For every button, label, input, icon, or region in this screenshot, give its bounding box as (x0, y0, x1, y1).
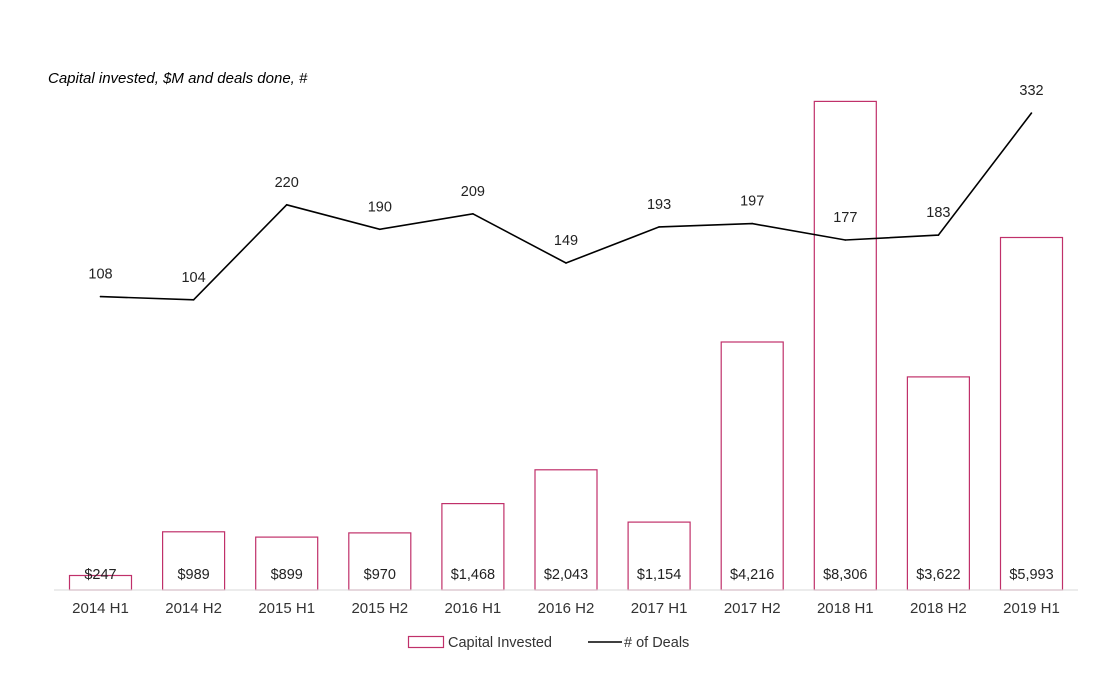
bar-label: $989 (177, 567, 209, 583)
bar-label: $1,468 (451, 567, 495, 583)
bar-label: $5,993 (1009, 567, 1053, 583)
x-tick-label: 2015 H2 (351, 600, 408, 617)
deals-point-2015-h1 (285, 204, 288, 206)
x-tick-label: 2017 H1 (631, 600, 688, 617)
deals-label: 190 (368, 199, 392, 215)
deals-point-2016-h1 (472, 213, 474, 215)
deals-label: 104 (181, 270, 205, 286)
bar-label: $4,216 (730, 567, 774, 583)
bar-2018-h2 (906, 376, 971, 591)
point-labels-layer: 108 104 220 190 209 149 193 197 177 183 332 (88, 83, 1043, 286)
deals-label: 108 (88, 267, 112, 283)
x-tick-label: 2018 H2 (910, 600, 967, 617)
deals-point-2018-h1 (844, 239, 847, 241)
deals-label: 193 (647, 197, 671, 213)
bar-label: $970 (364, 567, 396, 583)
chart-title: Capital invested, $M and deals done, # (48, 70, 308, 87)
bar-2015-h2 (348, 532, 412, 591)
deals-label: 332 (1019, 83, 1043, 99)
bar-2015-h1 (255, 536, 319, 591)
legend: Capital Invested # of Deals (407, 635, 689, 651)
deals-label: 197 (740, 194, 764, 210)
deals-label: 209 (461, 184, 485, 200)
legend-label-deals: # of Deals (624, 635, 689, 651)
deals-point-2017-h1 (658, 226, 660, 228)
bar-2019-h1 (999, 236, 1064, 591)
line-layer (99, 112, 1033, 301)
deals-point-2014-h1 (99, 295, 102, 298)
deals-line (100, 112, 1033, 301)
bar-label: $8,306 (823, 567, 867, 583)
bar-2017-h2 (720, 341, 784, 591)
bar-labels-layer: $247 $989 $899 $970 $1,468 $2,043 $1,154 $4,216… (84, 567, 1053, 583)
x-tick-labels: 2014 H1 2014 H2 2015 H1 2015 H2 2016 H1 2016 … (72, 600, 1060, 617)
bar-label: $247 (84, 567, 116, 583)
deals-label: 177 (833, 210, 857, 226)
legend-label-capital-invested: Capital Invested (448, 635, 552, 651)
x-tick-label: 2015 H1 (258, 600, 315, 617)
deals-point-2017-h2 (751, 222, 753, 225)
bar-label: $2,043 (544, 567, 588, 583)
bar-label: $1,154 (637, 567, 681, 583)
x-tick-label: 2019 H1 (1003, 600, 1060, 617)
x-tick-label: 2016 H1 (445, 600, 502, 617)
x-tick-label: 2018 H1 (817, 600, 874, 617)
x-tick-label: 2016 H2 (538, 600, 595, 617)
deals-point-2014-h2 (192, 299, 195, 301)
bar-2018-h1 (813, 100, 877, 591)
x-tick-label: 2014 H2 (165, 600, 222, 617)
deals-label: 149 (554, 233, 578, 249)
bar-label: $3,622 (916, 567, 960, 583)
deals-point-2015-h2 (379, 228, 381, 231)
legend-swatch-capital-invested (407, 635, 445, 649)
deals-label: 183 (926, 205, 950, 221)
deals-label: 220 (275, 175, 299, 191)
bar-label: $899 (271, 567, 303, 583)
bars-layer (68, 100, 1064, 591)
x-tick-label: 2014 H1 (72, 600, 129, 617)
deals-point-2018-h2 (937, 234, 940, 236)
x-tick-label: 2017 H2 (724, 600, 781, 617)
bar-2014-h2 (162, 531, 226, 591)
deals-point-2019-h1 (1030, 112, 1033, 114)
deals-point-2016-h2 (565, 262, 567, 264)
